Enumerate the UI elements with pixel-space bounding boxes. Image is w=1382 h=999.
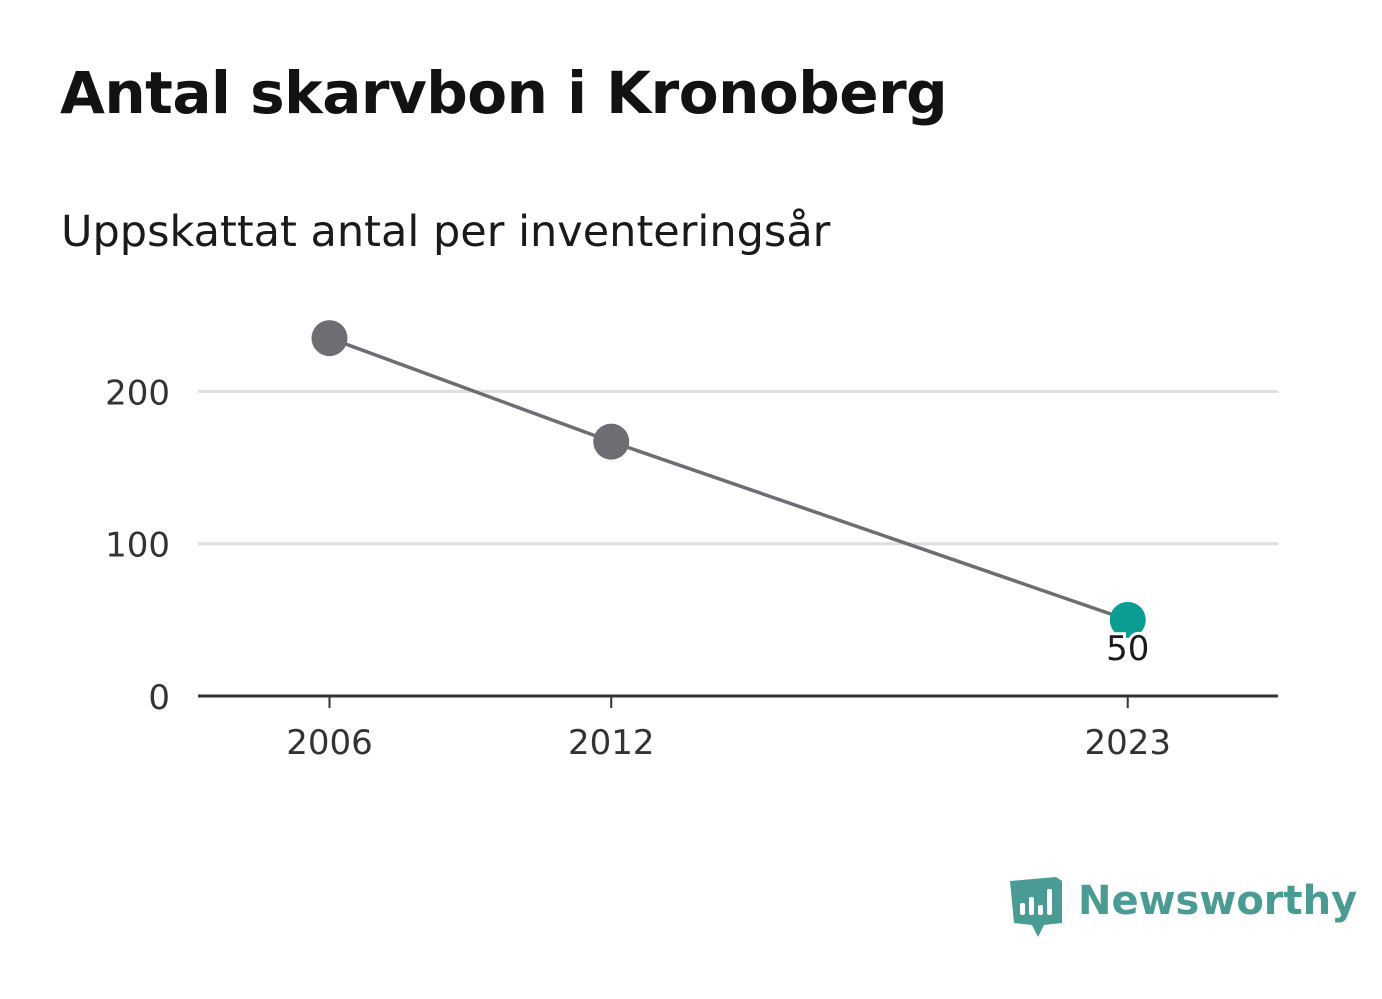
- y-tick-label: 200: [105, 373, 170, 413]
- newsworthy-bar-chart-icon: [1010, 877, 1062, 937]
- data-label: 50: [1106, 629, 1149, 669]
- series-line: [328, 336, 1129, 622]
- newsworthy-logo: Newsworthy: [1010, 877, 1357, 941]
- labels: 50: [1103, 626, 1152, 672]
- chart-title: Antal skarvbon i Kronoberg: [60, 59, 948, 127]
- data-point: [311, 320, 348, 357]
- x-tick-label: 2023: [1084, 723, 1171, 763]
- x-tick-label: 2006: [286, 723, 373, 763]
- x-tick-label: 2012: [568, 723, 655, 763]
- series: [311, 320, 1146, 638]
- axes: 0 100 200 2006 2012 2023: [105, 373, 1278, 763]
- y-tick-label: 0: [148, 678, 170, 718]
- data-point: [593, 423, 630, 460]
- gridlines: [198, 389, 1278, 546]
- brand-name: Newsworthy: [1078, 878, 1358, 924]
- highlight-point: [1109, 601, 1146, 638]
- chart-subtitle: Uppskattat antal per inventeringsår: [61, 207, 831, 257]
- y-tick-label: 100: [105, 526, 170, 566]
